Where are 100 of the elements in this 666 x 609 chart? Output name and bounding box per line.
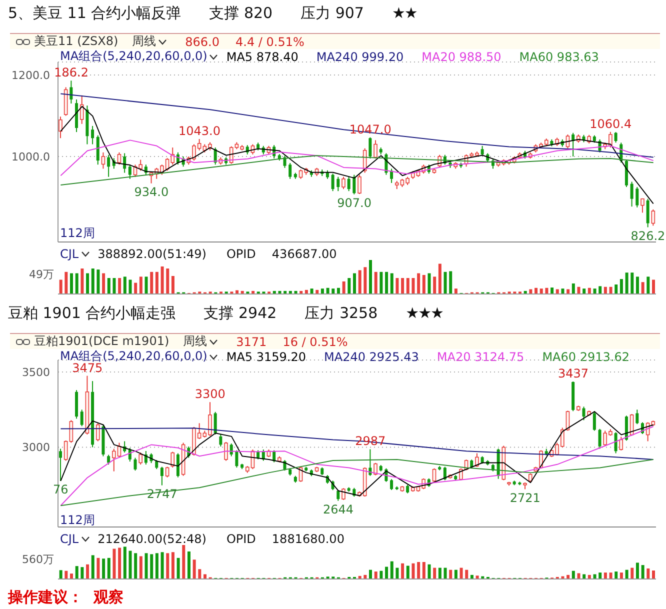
text: MA5 878.40	[226, 50, 298, 64]
candlestick	[288, 162, 292, 180]
candlestick	[256, 450, 260, 460]
bar	[160, 552, 164, 579]
bar	[102, 558, 106, 579]
bar	[139, 556, 142, 579]
y-tick-label: 1000.0	[12, 150, 50, 164]
annotation: 436687.00	[272, 247, 337, 261]
bar	[598, 572, 602, 579]
bar	[449, 570, 452, 579]
text: ★★	[392, 4, 417, 23]
candlestick	[101, 152, 106, 170]
bar	[454, 288, 458, 294]
bar	[417, 562, 420, 579]
bar	[380, 570, 383, 579]
bar	[636, 562, 639, 579]
bar	[134, 282, 138, 294]
text: 美豆11 (ZSX8)	[34, 33, 118, 50]
text: MA240 2925.43	[324, 350, 419, 364]
candlestick	[592, 410, 596, 432]
bar	[604, 286, 607, 294]
bar	[358, 270, 362, 294]
bar	[118, 548, 122, 579]
bar	[438, 568, 442, 579]
annotation: 1881680.00	[272, 532, 344, 546]
candlestick	[80, 409, 84, 427]
candlestick	[59, 448, 62, 482]
bar	[385, 566, 388, 579]
candlestick	[342, 176, 346, 190]
bar	[646, 568, 650, 579]
text: 周线	[132, 33, 156, 50]
y-tick-label: 1200.0	[12, 68, 50, 82]
line-series	[60, 428, 654, 460]
bar	[203, 574, 206, 579]
annotation: OPID	[226, 247, 256, 261]
bar	[326, 288, 330, 294]
bar	[465, 570, 468, 579]
candlestick	[630, 181, 634, 208]
bar	[75, 273, 78, 294]
annotation: 2721	[510, 490, 540, 505]
bar	[166, 268, 170, 294]
annotation: CJL	[60, 532, 79, 546]
bar	[134, 553, 138, 579]
candlestick	[614, 132, 618, 144]
annotation: 112周	[60, 512, 95, 529]
candlestick	[64, 440, 68, 462]
candlestick	[480, 145, 484, 156]
text: 压力 907	[300, 4, 364, 23]
bar	[630, 568, 634, 579]
annotation: 76	[53, 482, 68, 496]
bar	[380, 272, 383, 294]
text: MA60 983.63	[519, 50, 599, 64]
candlestick	[619, 436, 624, 451]
bar	[80, 567, 84, 579]
bar	[572, 570, 575, 579]
candlestick	[224, 441, 228, 462]
text: 49万	[28, 267, 54, 282]
bar	[620, 279, 623, 294]
bar	[550, 288, 554, 294]
bar	[422, 562, 426, 579]
bar	[438, 264, 442, 294]
bar	[123, 276, 126, 294]
bar	[91, 555, 94, 579]
bar	[310, 288, 314, 294]
annotation: 934.0	[134, 184, 169, 199]
bar	[534, 288, 538, 294]
bar	[352, 273, 356, 294]
annotation: 1043.0	[178, 124, 220, 138]
bar	[91, 268, 94, 294]
candlestick	[390, 168, 394, 184]
text: 豆粕1901(DCE m1901)	[34, 333, 170, 350]
bar	[460, 568, 463, 579]
candlestick	[336, 176, 340, 192]
bar	[540, 288, 543, 294]
bar	[390, 561, 394, 579]
candlestick	[128, 164, 132, 180]
bar	[593, 574, 596, 579]
text: 周线	[183, 333, 208, 350]
bar	[412, 563, 415, 579]
bar	[332, 288, 335, 294]
candlestick	[390, 478, 394, 490]
candlestick	[347, 176, 350, 192]
bar	[128, 550, 132, 579]
bar	[433, 276, 436, 294]
y-tick-label: 3500	[22, 366, 50, 379]
bar	[428, 273, 431, 294]
bar	[604, 572, 607, 579]
annotation: 907.0	[337, 196, 372, 210]
bar	[636, 276, 639, 294]
candlestick	[651, 208, 656, 226]
bar	[652, 280, 655, 294]
bar	[646, 276, 650, 294]
bar	[652, 570, 655, 579]
candlestick	[58, 116, 62, 139]
bar	[118, 278, 122, 294]
bar	[187, 551, 190, 579]
candlestick	[230, 443, 233, 457]
candlestick	[170, 451, 175, 468]
bar	[160, 266, 164, 294]
bar	[609, 286, 612, 294]
